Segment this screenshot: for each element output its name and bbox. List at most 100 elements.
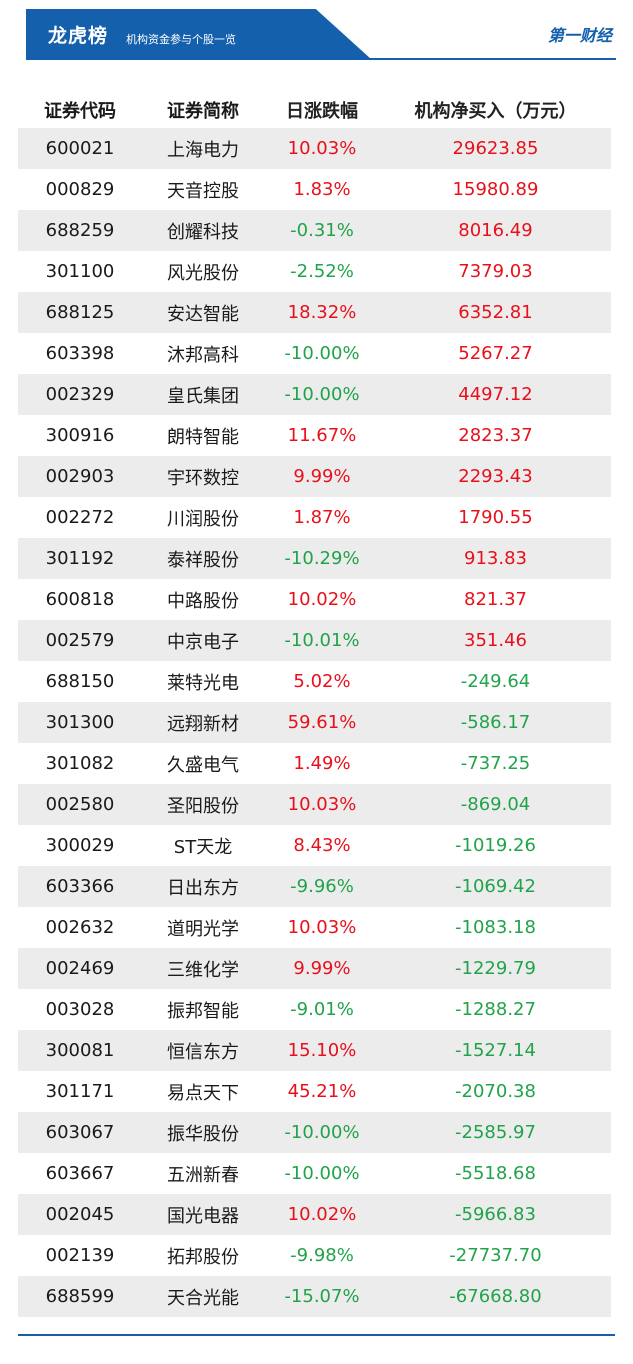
cell-name: 泰祥股份 — [167, 549, 239, 571]
cell-net-buy: -869.04 — [460, 794, 531, 815]
table-row: 603398 沐邦高科 -10.00% 5267.27 — [18, 333, 611, 374]
header-net-buy: 机构净买入（万元） — [414, 101, 577, 122]
table-row: 002045 国光电器 10.02% -5966.83 — [18, 1194, 611, 1235]
cell-code: 301192 — [45, 548, 115, 569]
cell-change: -15.07% — [284, 1286, 360, 1307]
table-row: 002632 道明光学 10.03% -1083.18 — [18, 907, 611, 948]
cell-net-buy: -67668.80 — [449, 1286, 542, 1307]
cell-net-buy: 8016.49 — [458, 220, 533, 241]
table-row: 301192 泰祥股份 -10.29% 913.83 — [18, 538, 611, 579]
cell-code: 300081 — [45, 1040, 115, 1061]
cell-net-buy: 913.83 — [464, 548, 527, 569]
cell-net-buy: -737.25 — [460, 753, 531, 774]
cell-name: 久盛电气 — [167, 754, 239, 776]
cell-code: 002139 — [45, 1245, 115, 1266]
cell-code: 603067 — [45, 1122, 115, 1143]
cell-name: 圣阳股份 — [167, 795, 239, 817]
data-table: 证券代码 证券简称 日涨跌幅 机构净买入（万元） 600021 上海电力 10.03… — [18, 92, 611, 1317]
cell-name: 道明光学 — [167, 918, 239, 940]
cell-code: 003028 — [45, 999, 115, 1020]
header: 龙虎榜 机构资金参与个股一览 第一财经 — [26, 9, 616, 61]
cell-code: 301171 — [45, 1081, 115, 1102]
cell-code: 600818 — [45, 589, 115, 610]
cell-code: 301300 — [45, 712, 115, 733]
cell-change: -0.31% — [290, 220, 354, 241]
cell-change: 45.21% — [287, 1081, 357, 1102]
cell-name: 皇氏集团 — [167, 385, 239, 407]
table-row: 688125 安达智能 18.32% 6352.81 — [18, 292, 611, 333]
cell-change: -9.98% — [290, 1245, 354, 1266]
table-row: 002469 三维化学 9.99% -1229.79 — [18, 948, 611, 989]
cell-change: 59.61% — [287, 712, 357, 733]
cell-net-buy: 351.46 — [464, 630, 527, 651]
page-title: 龙虎榜 — [48, 25, 109, 47]
cell-code: 300029 — [45, 835, 115, 856]
cell-change: 5.02% — [293, 671, 351, 692]
table-row: 301100 风光股份 -2.52% 7379.03 — [18, 251, 611, 292]
cell-code: 002632 — [45, 917, 115, 938]
cell-name: 中京电子 — [167, 631, 239, 653]
cell-net-buy: -2070.38 — [455, 1081, 536, 1102]
header-band — [26, 9, 371, 59]
cell-net-buy: -1019.26 — [455, 835, 536, 856]
cell-net-buy: -1527.14 — [455, 1040, 536, 1061]
cell-net-buy: 6352.81 — [458, 302, 533, 323]
cell-name: 风光股份 — [167, 262, 239, 284]
cell-change: -10.00% — [284, 343, 360, 364]
cell-change: 1.49% — [293, 753, 351, 774]
cell-code: 301082 — [45, 753, 115, 774]
cell-code: 002580 — [45, 794, 115, 815]
cell-name: 振华股份 — [167, 1123, 239, 1145]
cell-code: 603667 — [45, 1163, 115, 1184]
cell-name: 三维化学 — [167, 959, 239, 981]
header-code: 证券代码 — [44, 101, 116, 122]
table-row: 002329 皇氏集团 -10.00% 4497.12 — [18, 374, 611, 415]
cell-name: 宇环数控 — [167, 467, 239, 489]
cell-code: 301100 — [45, 261, 115, 282]
table-body: 600021 上海电力 10.03% 29623.85 000829 天音控股 1.83% 1… — [18, 128, 611, 1317]
cell-net-buy: 7379.03 — [458, 261, 533, 282]
cell-name: 国光电器 — [167, 1205, 239, 1227]
header-divider — [26, 58, 616, 60]
cell-name: 易点天下 — [167, 1082, 239, 1104]
cell-net-buy: -1069.42 — [455, 876, 536, 897]
cell-name: 川润股份 — [167, 508, 239, 530]
footer-divider — [18, 1334, 615, 1336]
cell-change: 11.67% — [287, 425, 357, 446]
cell-name: 莱特光电 — [167, 672, 239, 694]
cell-change: -10.00% — [284, 1163, 360, 1184]
cell-name: 日出东方 — [167, 877, 239, 899]
cell-code: 688599 — [45, 1286, 115, 1307]
cell-net-buy: 29623.85 — [452, 138, 539, 159]
cell-change: -9.96% — [290, 876, 354, 897]
cell-change: 10.03% — [287, 138, 357, 159]
cell-change: 10.02% — [287, 589, 357, 610]
table-row: 301171 易点天下 45.21% -2070.38 — [18, 1071, 611, 1112]
cell-change: -9.01% — [290, 999, 354, 1020]
cell-net-buy: 2293.43 — [458, 466, 533, 487]
cell-code: 002272 — [45, 507, 115, 528]
cell-net-buy: -5518.68 — [455, 1163, 536, 1184]
cell-name: 天合光能 — [167, 1287, 239, 1309]
cell-code: 002045 — [45, 1204, 115, 1225]
table-row: 301082 久盛电气 1.49% -737.25 — [18, 743, 611, 784]
cell-net-buy: 5267.27 — [458, 343, 533, 364]
table-row: 002139 拓邦股份 -9.98% -27737.70 — [18, 1235, 611, 1276]
cell-change: 15.10% — [287, 1040, 357, 1061]
cell-net-buy: -1288.27 — [455, 999, 536, 1020]
cell-change: 1.87% — [293, 507, 351, 528]
cell-name: 安达智能 — [167, 303, 239, 325]
cell-name: 天音控股 — [167, 180, 239, 202]
table-row: 603067 振华股份 -10.00% -2585.97 — [18, 1112, 611, 1153]
cell-name: 五洲新春 — [167, 1164, 239, 1186]
cell-name: 恒信东方 — [167, 1041, 239, 1063]
cell-net-buy: 2823.37 — [458, 425, 533, 446]
cell-name: 远翔新材 — [167, 713, 239, 735]
table-row: 600021 上海电力 10.03% 29623.85 — [18, 128, 611, 169]
table-row: 300029 ST天龙 8.43% -1019.26 — [18, 825, 611, 866]
cell-net-buy: -586.17 — [460, 712, 531, 733]
table-row: 600818 中路股份 10.02% 821.37 — [18, 579, 611, 620]
cell-code: 002579 — [45, 630, 115, 651]
cell-change: 10.02% — [287, 1204, 357, 1225]
cell-code: 000829 — [45, 179, 115, 200]
